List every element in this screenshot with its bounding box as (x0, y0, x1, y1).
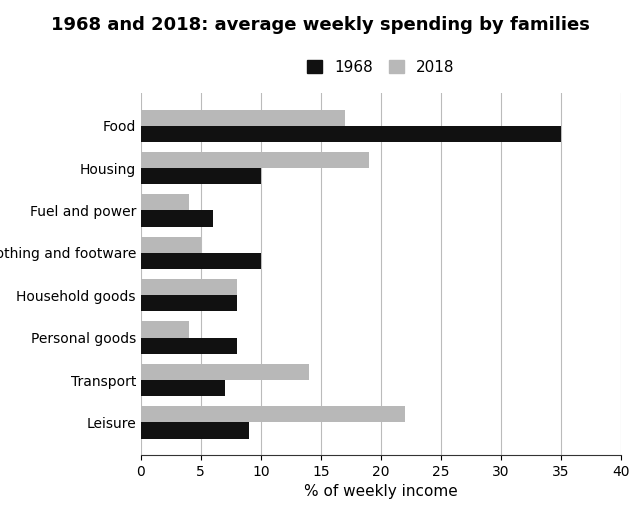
Bar (141, 168, 261, 184)
Bar (141, 406, 405, 422)
X-axis label: % of weekly income: % of weekly income (304, 484, 458, 499)
Bar (141, 322, 189, 338)
Bar (141, 152, 369, 168)
Bar (141, 237, 201, 253)
Bar (141, 295, 237, 311)
Bar (141, 380, 225, 396)
Bar (141, 126, 561, 142)
Bar (141, 253, 261, 269)
Text: 1968 and 2018: average weekly spending by families: 1968 and 2018: average weekly spending b… (51, 16, 589, 34)
Bar (141, 194, 189, 210)
Bar (141, 364, 309, 380)
Bar (141, 210, 212, 226)
Bar (141, 279, 237, 295)
Bar (141, 110, 345, 126)
Bar (141, 338, 237, 354)
Bar (141, 422, 249, 438)
Legend: 1968, 2018: 1968, 2018 (301, 54, 461, 81)
